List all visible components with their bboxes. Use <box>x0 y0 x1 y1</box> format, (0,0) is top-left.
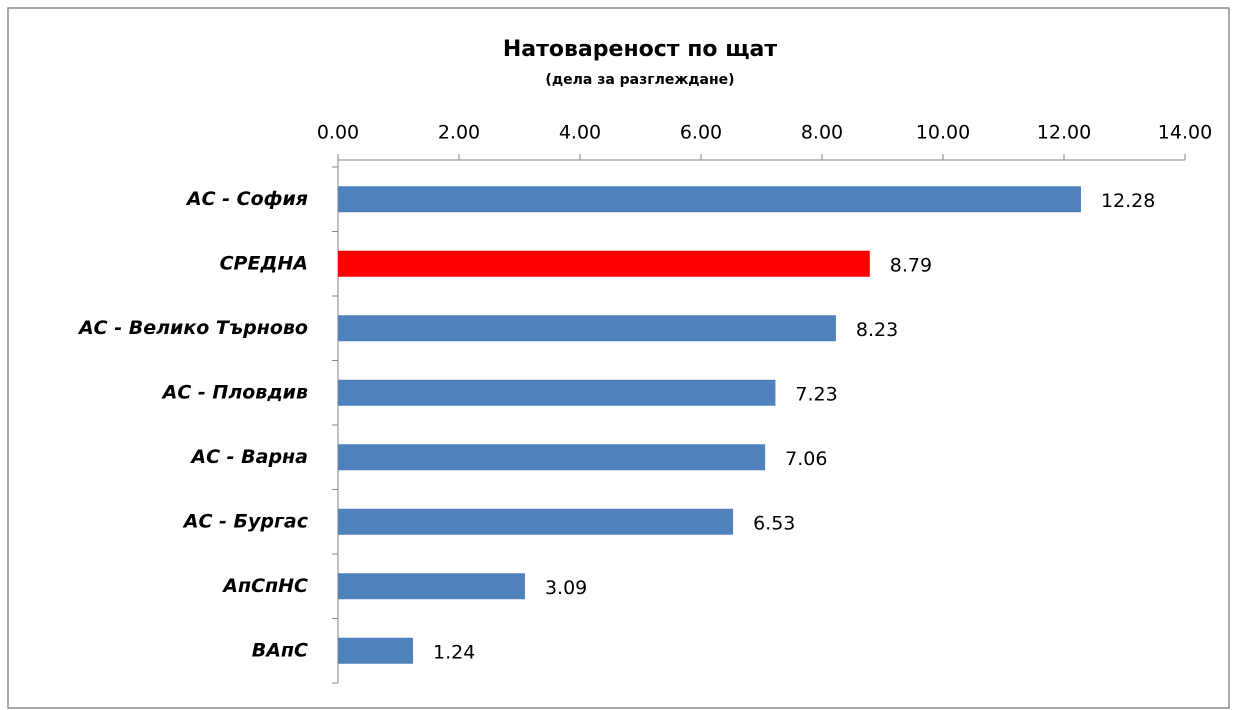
chart-border <box>7 7 1230 709</box>
y-tick-label: ВАпС <box>252 639 308 661</box>
y-tick-label: АпСпНС <box>221 575 308 597</box>
data-label: 7.23 <box>795 383 837 405</box>
bar <box>338 573 525 600</box>
bar <box>338 379 776 406</box>
y-tick-label: СРЕДНА <box>220 252 308 274</box>
bar <box>338 508 734 535</box>
x-tick-label: 8.00 <box>801 122 843 144</box>
data-label: 8.23 <box>856 319 898 341</box>
data-label: 1.24 <box>433 641 475 663</box>
data-label: 8.79 <box>890 254 932 276</box>
chart-title: Натовареност по щат <box>503 37 777 62</box>
x-tick-label: 10.00 <box>916 122 970 144</box>
data-label: 3.09 <box>545 577 587 599</box>
data-label: 6.53 <box>753 512 795 534</box>
bar <box>338 637 414 664</box>
x-tick-label: 4.00 <box>559 122 601 144</box>
bar <box>338 315 836 342</box>
y-tick-label: АС - Велико Търново <box>77 317 308 339</box>
x-tick-label: 14.00 <box>1158 122 1212 144</box>
x-tick-label: 2.00 <box>438 122 480 144</box>
bar <box>338 250 870 277</box>
y-tick-label: АС - Бургас <box>182 510 309 532</box>
bar <box>338 186 1081 213</box>
x-tick-label: 0.00 <box>317 122 359 144</box>
chart-subtitle: (дела за разглеждане) <box>545 72 734 88</box>
x-tick-label: 12.00 <box>1037 122 1091 144</box>
y-tick-label: АС - София <box>185 188 308 210</box>
x-tick-label: 6.00 <box>680 122 722 144</box>
y-tick-label: АС - Пловдив <box>161 381 308 403</box>
data-label: 12.28 <box>1101 190 1155 212</box>
y-tick-label: АС - Варна <box>189 446 308 468</box>
data-label: 7.06 <box>785 448 827 470</box>
bar <box>338 444 766 471</box>
